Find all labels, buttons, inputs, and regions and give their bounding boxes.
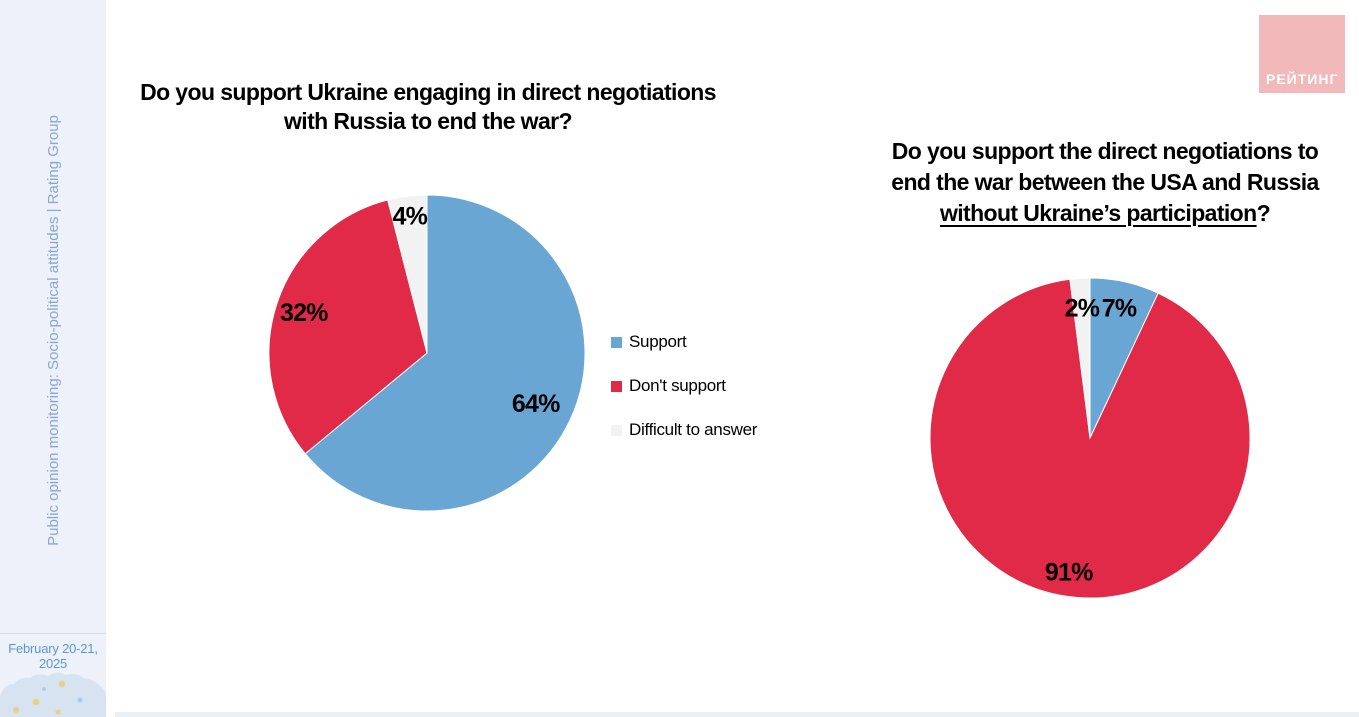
legend-swatch-dont-support (611, 380, 622, 392)
map-dot (55, 709, 61, 715)
legend-label-dont-support: Don't support (629, 376, 726, 395)
chart1-title-line2: with Russia to end the war? (284, 108, 573, 134)
pie-slice-don-t-support (268, 199, 428, 455)
legend-item-support: Support (611, 332, 757, 351)
rating-group-logo: РЕЙТИНГ (1259, 15, 1345, 93)
chart2-title-suffix: ? (1256, 200, 1271, 226)
sidebar-vertical-label-wrap: Public opinion monitoring: Socio-politic… (0, 0, 106, 660)
chart2-title-line1: Do you support the direct negotiations t… (891, 138, 1319, 164)
survey-date-line1: February 20-21, (8, 641, 98, 656)
legend: Support Don't support Difficult to answe… (611, 332, 758, 465)
pie-data-label-difficult-to-answer: 2% (1065, 295, 1100, 323)
chart2-title: Do you support the direct negotiations t… (855, 136, 1355, 229)
sidebar-footer: February 20-21, 2025 (0, 633, 106, 671)
ukraine-map-graphic (0, 672, 106, 717)
pie-data-label-support: 64% (512, 390, 560, 418)
chart2-title-line3: without Ukraine’s participation? (855, 198, 1355, 229)
pie-data-label-difficult-to-answer: 4% (393, 203, 428, 231)
survey-date: February 20-21, 2025 (0, 641, 106, 671)
pie-slice-support (304, 194, 586, 512)
legend-item-dont-support: Don't support (611, 376, 757, 395)
map-shape (0, 672, 106, 717)
pie-data-label-don-t-support: 91% (1045, 558, 1093, 586)
rating-logo-text: РЕЙТИНГ (1266, 71, 1339, 87)
legend-label-support: Support (629, 332, 687, 351)
pie-chart-negotiations-with-russia: 64% 32% 4% (268, 194, 586, 512)
chart1-title: Do you support Ukraine engaging in direc… (118, 78, 738, 136)
chart2-title-underlined: without Ukraine’s participation (939, 200, 1257, 226)
pie-slice-don-t-support (929, 278, 1251, 599)
pie-data-label-don-t-support: 32% (280, 299, 328, 327)
map-dot (13, 707, 19, 713)
sidebar: Public opinion monitoring: Socio-politic… (0, 0, 106, 717)
sidebar-vertical-label: Public opinion monitoring: Socio-politic… (44, 114, 62, 546)
map-dot (58, 680, 66, 688)
map-dot (32, 698, 40, 706)
pie-data-label-support: 7% (1102, 294, 1137, 322)
legend-swatch-difficult-to-answer (611, 424, 622, 436)
pie-slice-difficult-to-answer (1069, 277, 1091, 439)
map-dot (42, 687, 46, 691)
bottom-edge-strip (115, 712, 1359, 717)
legend-swatch-support (611, 336, 622, 348)
chart1-title-line1: Do you support Ukraine engaging in direc… (140, 79, 716, 105)
map-dot (77, 697, 83, 703)
pie-chart-usa-russia-negotiations: 7% 91% 2% (929, 277, 1251, 599)
survey-date-line2: 2025 (38, 656, 68, 671)
chart2-title-line2: end the war between the USA and Russia (891, 169, 1319, 195)
legend-label-difficult-to-answer: Difficult to answer (629, 420, 758, 439)
legend-item-difficult-to-answer: Difficult to answer (611, 420, 758, 439)
pie-slice-difficult-to-answer (387, 194, 428, 354)
